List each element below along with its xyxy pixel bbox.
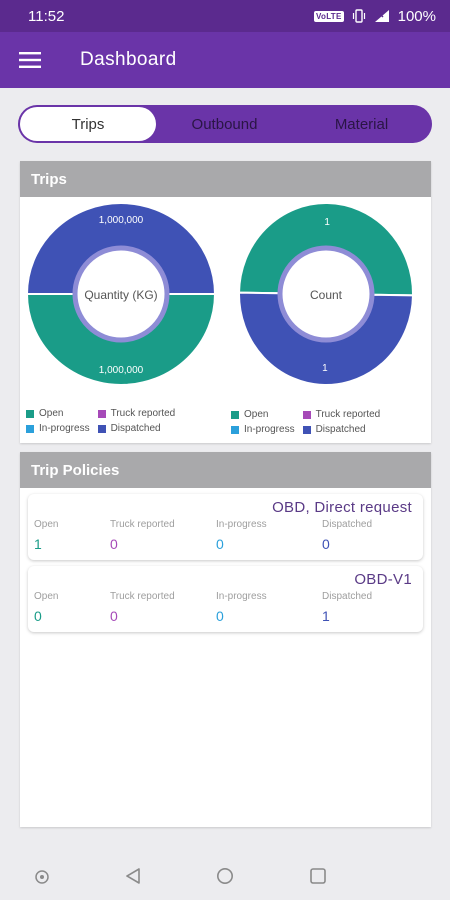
menu-button[interactable] xyxy=(0,32,60,88)
stat-label: Truck reported xyxy=(110,519,175,530)
legend-item-dispatched: Dispatched xyxy=(302,424,381,435)
stat-label: Open xyxy=(34,519,59,530)
trips-card-title: Trips xyxy=(20,161,431,197)
legend-swatch-open xyxy=(26,409,34,418)
donut-center xyxy=(277,245,375,343)
signal-icon xyxy=(374,10,389,22)
legend-item-in-progress: In-progress xyxy=(26,423,90,434)
status-bar: 11:52 VoLTE 100% xyxy=(0,0,450,32)
stat-value: 0 xyxy=(216,608,224,624)
donut-center xyxy=(72,245,170,343)
legend-item-dispatched: Dispatched xyxy=(97,423,176,434)
stat-label: In-progress xyxy=(216,519,267,530)
stat-value: 0 xyxy=(34,608,42,624)
policy-stat-truck-reported: Truck reported 0 xyxy=(110,591,175,624)
stat-label: Truck reported xyxy=(110,591,175,602)
legend-item-truck-reported: Truck reported xyxy=(302,409,380,420)
legend-swatch-truck-reported xyxy=(302,410,311,419)
policy-name: OBD-V1 xyxy=(354,571,412,588)
assistant-dot-icon[interactable] xyxy=(34,869,50,885)
vibrate-icon xyxy=(352,9,365,23)
recents-icon[interactable] xyxy=(309,867,327,885)
legend-swatch-in-progress xyxy=(231,425,239,434)
stat-value: 0 xyxy=(322,536,330,552)
system-nav-bar xyxy=(0,853,450,900)
stat-value: 0 xyxy=(216,536,224,552)
stat-label: In-progress xyxy=(216,591,267,602)
tab-trips[interactable]: Trips xyxy=(20,107,156,141)
slice-value-label: 1,000,000 xyxy=(99,365,144,376)
count-chart-legend: Open Truck reported In-progress Dispatch… xyxy=(231,409,380,435)
policy-stat-dispatched: Dispatched 1 xyxy=(322,591,372,624)
tab-material[interactable]: Material xyxy=(334,115,389,133)
legend-swatch-dispatched xyxy=(97,424,106,433)
donut-center-title: Quantity (KG) xyxy=(84,288,157,302)
slice-value-label: 1 xyxy=(322,363,328,374)
stat-value: 1 xyxy=(322,608,330,624)
policy-stat-dispatched: Dispatched 0 xyxy=(322,519,372,552)
status-time: 11:52 xyxy=(28,7,65,25)
legend-item-in-progress: In-progress xyxy=(231,424,295,435)
back-icon[interactable] xyxy=(124,867,142,885)
policy-name: OBD, Direct request xyxy=(272,499,412,516)
legend-swatch-truck-reported xyxy=(97,409,106,418)
trips-card: Trips 1,000,000 1,000,000 Quantity (KG) Op… xyxy=(20,161,431,443)
tab-bar: Trips Outbound Material xyxy=(18,105,432,143)
legend-swatch-in-progress xyxy=(26,424,34,433)
quantity-donut-chart: 1,000,000 1,000,000 Quantity (KG) xyxy=(25,202,217,386)
policy-stat-in-progress: In-progress 0 xyxy=(216,591,267,624)
stat-value: 0 xyxy=(110,536,118,552)
legend-swatch-dispatched xyxy=(302,425,311,434)
legend-swatch-open xyxy=(231,410,239,419)
legend-item-open: Open xyxy=(231,409,295,420)
stat-value: 0 xyxy=(110,608,118,624)
stat-value: 1 xyxy=(34,536,42,552)
legend-item-open: Open xyxy=(26,408,90,419)
trip-policies-title: Trip Policies xyxy=(20,452,431,488)
app-bar: Dashboard xyxy=(0,32,450,88)
stat-label: Open xyxy=(34,591,59,602)
legend-item-truck-reported: Truck reported xyxy=(97,408,175,419)
slice-value-label: 1 xyxy=(324,217,330,228)
policy-stat-in-progress: In-progress 0 xyxy=(216,519,267,552)
policy-stat-open: Open 0 xyxy=(34,591,58,624)
tab-outbound[interactable]: Outbound xyxy=(191,115,258,133)
policy-stat-open: Open 1 xyxy=(34,519,58,552)
hamburger-icon xyxy=(19,52,41,68)
stat-label: Dispatched xyxy=(322,591,373,602)
trip-policies-card: Trip Policies OBD, Direct request Open 1… xyxy=(20,452,431,827)
donut-center-title: Count xyxy=(310,288,343,302)
policy-card[interactable]: OBD-V1 Open 0 Truck reported 0 In-progre… xyxy=(28,566,423,632)
policy-card[interactable]: OBD, Direct request Open 1 Truck reporte… xyxy=(28,494,423,560)
slice-value-label: 1,000,000 xyxy=(99,215,144,226)
battery-level: 100% xyxy=(397,7,436,25)
stat-label: Dispatched xyxy=(322,519,373,530)
page-title: Dashboard xyxy=(80,49,177,70)
quantity-chart: 1,000,000 1,000,000 Quantity (KG) xyxy=(25,201,217,387)
quantity-chart-legend: Open Truck reported In-progress Dispatch… xyxy=(26,408,175,434)
volte-icon: VoLTE xyxy=(313,10,344,22)
count-chart: 1 1 Count xyxy=(230,201,422,387)
count-donut-chart: 1 1 Count xyxy=(237,202,415,386)
policy-stat-truck-reported: Truck reported 0 xyxy=(110,519,175,552)
home-icon[interactable] xyxy=(216,867,234,885)
